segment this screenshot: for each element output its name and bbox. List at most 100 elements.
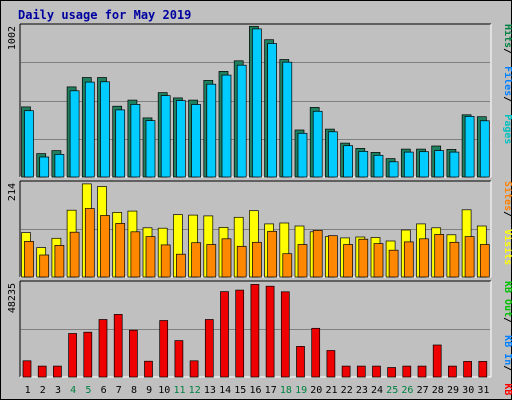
bar-pages	[176, 100, 186, 178]
bar-sites	[267, 230, 277, 278]
bar-pages	[24, 110, 34, 178]
x-tick-label: 3	[55, 385, 61, 396]
bar-kb-f	[83, 331, 93, 378]
legend-separator: /	[502, 365, 512, 371]
x-tick-label: 1	[25, 385, 31, 396]
bar-pages	[328, 131, 338, 178]
x-tick-label: 11	[173, 385, 185, 396]
bar-sites	[449, 241, 460, 278]
legend-item: Files	[502, 66, 512, 96]
bar-sites	[54, 245, 65, 278]
x-tick-label: 5	[85, 385, 91, 396]
bar-kb-f	[53, 365, 62, 378]
legend-kbytes: KB Out / KB In / KB F	[502, 281, 512, 400]
bar-kb-f	[159, 320, 169, 378]
bar-kb-f	[280, 291, 290, 378]
bar-kb-f	[478, 361, 488, 378]
x-tick-label: 30	[462, 385, 474, 396]
bar-pages	[160, 95, 171, 178]
y-tick-label: 48235	[7, 283, 18, 313]
bar-pages	[282, 61, 293, 178]
legend-item: KB Out	[502, 281, 512, 317]
x-tick-label: 12	[189, 385, 201, 396]
legend-separator: /	[502, 96, 512, 102]
bar-sites	[343, 244, 353, 278]
panel-hits: 1002 Hits / Files / Pages	[7, 23, 512, 178]
bar-kb-f	[129, 329, 138, 378]
legend-item: Sites	[502, 181, 512, 211]
x-tick-label: 8	[131, 385, 137, 396]
y-tick-label: 1002	[7, 26, 18, 50]
bar-pages	[388, 161, 399, 178]
x-tick-label: 18	[280, 385, 292, 396]
x-tick-label: 7	[116, 385, 122, 396]
bar-kb-f	[174, 340, 184, 378]
bar-pages	[343, 145, 353, 178]
bar-sites	[297, 244, 308, 278]
bar-kb-f	[402, 365, 412, 378]
x-tick-label: 22	[341, 385, 353, 396]
bar-sites	[373, 243, 384, 278]
bar-sites	[434, 234, 445, 278]
bar-pages	[39, 156, 50, 178]
bar-kb-f	[220, 291, 229, 378]
bar-pages	[145, 120, 156, 178]
bar-sites	[176, 253, 186, 278]
bar-sites	[130, 231, 141, 278]
bar-kb-f	[311, 327, 321, 378]
x-tick-label: 13	[204, 385, 216, 396]
x-tick-label: 10	[158, 385, 170, 396]
legend-item: KB In	[502, 335, 512, 365]
bar-pages	[54, 154, 65, 178]
bar-kb-f	[448, 365, 457, 378]
legend-item: KB F	[502, 383, 512, 400]
panel-kbytes: 48235 KB Out / KB In / KB F	[7, 280, 512, 400]
bar-sites	[464, 236, 475, 278]
x-tick-label: 16	[249, 385, 261, 396]
bar-sites	[358, 238, 369, 278]
bar-sites	[69, 231, 80, 278]
bar-kb-f	[296, 346, 305, 378]
x-tick-label: 6	[101, 385, 107, 396]
x-tick-label: 28	[432, 385, 444, 396]
legend-item: Visits	[502, 229, 512, 265]
legend-item: Pages	[502, 114, 512, 144]
bar-kb-f	[265, 285, 275, 378]
bar-sites	[403, 241, 414, 278]
bar-kb-f	[22, 360, 32, 378]
panel-visits: 214 Sites / Visits	[7, 180, 512, 278]
bar-kb-f	[417, 365, 427, 378]
x-tick-label: 26	[401, 385, 413, 396]
bar-kb-f	[372, 365, 381, 378]
bar-pages	[191, 104, 201, 178]
bar-sites	[282, 253, 293, 278]
bar-pages	[267, 43, 277, 178]
bar-kb-f	[341, 365, 351, 378]
bar-sites	[191, 242, 201, 278]
x-tick-label: 15	[234, 385, 246, 396]
bar-sites	[206, 244, 217, 278]
bar-pages	[373, 154, 384, 178]
bar-kb-f	[68, 333, 77, 378]
x-tick-label: 17	[265, 385, 277, 396]
x-tick-label: 19	[295, 385, 307, 396]
x-tick-label: 4	[70, 385, 76, 396]
legend-visits: Sites / Visits	[502, 181, 512, 265]
bar-pages	[84, 81, 95, 178]
bar-pages	[100, 81, 110, 178]
x-tick-label: 9	[146, 385, 152, 396]
bar-pages	[115, 109, 126, 178]
bar-pages	[130, 104, 141, 178]
y-tick-label: 214	[7, 183, 18, 201]
bar-kb-f	[204, 319, 214, 378]
legend-hits: Hits / Files / Pages	[502, 24, 512, 144]
bar-kb-f	[189, 360, 199, 378]
x-tick-label: 25	[386, 385, 398, 396]
bar-sites	[160, 244, 171, 278]
bar-kb-f	[387, 367, 396, 378]
bar-sites	[236, 245, 247, 278]
bar-kb-f	[463, 361, 472, 378]
x-tick-label: 21	[325, 385, 337, 396]
bar-pages	[479, 120, 490, 178]
